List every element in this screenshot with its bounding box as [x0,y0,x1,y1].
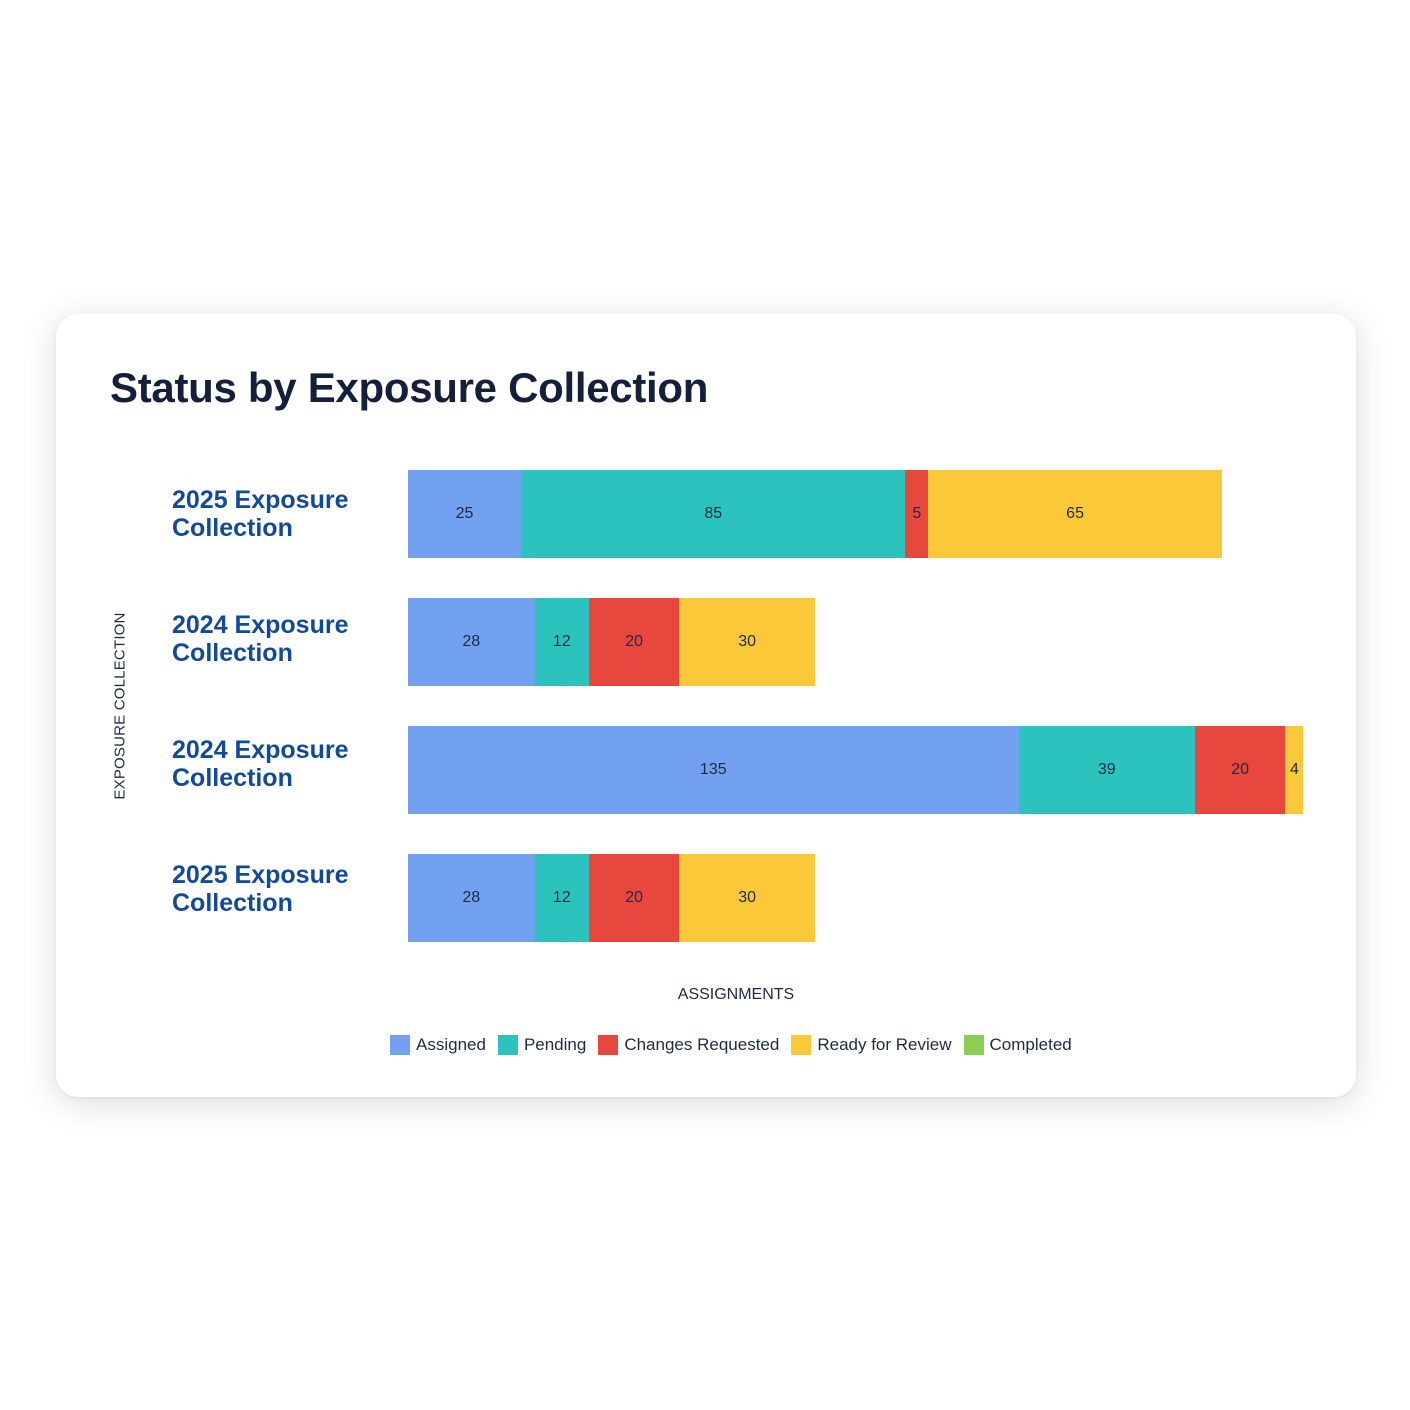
plot-area: 25 85 5 65 28 12 20 30 135 39 20 4 28 12 20 30 [408,470,1308,942]
bar-segment[interactable]: 39 [1018,726,1195,814]
bar-value-label: 135 [699,761,727,778]
legend-item-changes-requested[interactable]: Changes Requested [598,1035,779,1055]
legend-item-completed[interactable]: Completed [963,1035,1072,1055]
legend-label: Assigned [416,1035,486,1054]
bar-segment[interactable]: 85 [521,470,906,558]
legend-label: Changes Requested [624,1035,780,1054]
bar-segment[interactable]: 12 [534,854,589,942]
bar-value-label: 4 [1289,761,1299,778]
bar-segment[interactable]: 4 [1285,726,1304,814]
legend: Assigned Pending Changes Requested Ready… [390,1035,1072,1055]
legend-label: Ready for Review [817,1035,952,1054]
bar-segment[interactable]: 28 [408,854,535,942]
bar-value-label: 30 [738,889,757,906]
legend-item-ready-for-review[interactable]: Ready for Review [791,1035,952,1055]
bar-segment[interactable]: 30 [679,854,816,942]
bar-value-label: 20 [625,633,643,650]
bar-segment[interactable]: 65 [928,470,1223,558]
bar-value-label: 28 [462,633,481,650]
bar-segment[interactable]: 25 [408,470,522,558]
legend-swatch [598,1035,619,1055]
bar-value-label: 28 [462,889,481,906]
bar-value-label: 25 [455,505,474,522]
legend-item-pending[interactable]: Pending [497,1035,587,1055]
category-label: 2024 Exposure Collection [172,736,349,792]
bar-value-label: 65 [1066,505,1084,522]
category-label: 2025 Exposure Collection [172,861,349,917]
x-axis-title: ASSIGNMENTS [677,986,795,1003]
bar-segment[interactable]: 20 [588,598,680,686]
category-label: 2025 Exposure Collection [172,486,349,542]
bar-value-label: 12 [552,889,571,906]
bar-value-label: 20 [1231,761,1250,778]
chart-title: Status by Exposure Collection [110,364,709,411]
bar-segment[interactable]: 5 [905,470,929,558]
bar-value-label: 30 [738,633,757,650]
legend-swatch [390,1035,410,1055]
bar-segment[interactable]: 20 [1194,726,1286,814]
bar-segment[interactable]: 30 [679,598,816,686]
legend-label: Completed [989,1035,1072,1054]
y-axis-title: EXPOSURE COLLECTION [111,612,129,800]
legend-swatch [497,1035,518,1055]
bar-segment[interactable]: 12 [534,598,589,686]
bar-value-label: 12 [552,633,571,650]
legend-item-assigned[interactable]: Assigned [390,1035,486,1055]
bar-segment[interactable]: 135 [408,726,1019,814]
legend-label: Pending [523,1035,587,1054]
bar-value-label: 5 [912,505,922,522]
bar-segment[interactable]: 20 [588,854,680,942]
bar-value-label: 85 [704,505,723,522]
legend-swatch [963,1035,984,1055]
bar-value-label: 39 [1097,761,1116,778]
legend-swatch [791,1035,812,1055]
bar-value-label: 20 [625,889,643,906]
category-label: 2024 Exposure Collection [172,611,349,667]
chart-card: Status by Exposure Collection EXPOSURE C… [56,314,1356,1097]
bar-segment[interactable]: 28 [408,598,535,686]
